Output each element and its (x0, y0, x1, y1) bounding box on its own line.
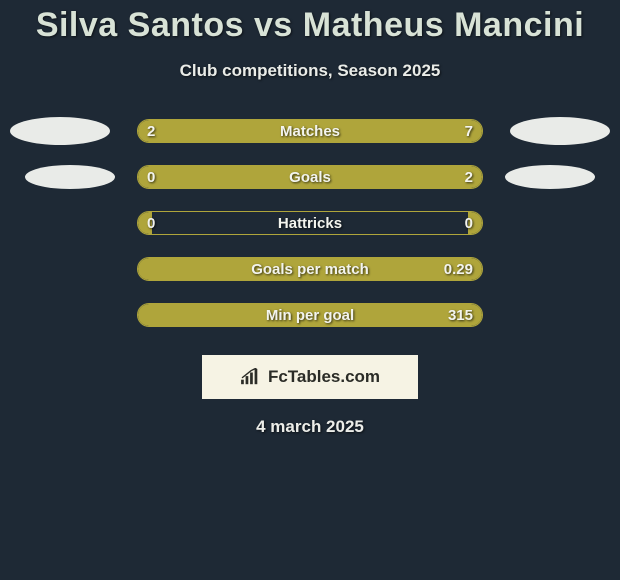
bar-track (137, 303, 483, 327)
team-badge-right (510, 117, 610, 145)
team-badge-left (10, 117, 110, 145)
stat-row: 0 Goals 2 (0, 165, 620, 189)
bar-track (137, 211, 483, 235)
bar-track (137, 257, 483, 281)
stat-value-right: 0.29 (444, 257, 473, 281)
date-label: 4 march 2025 (0, 417, 620, 437)
player-right-name: Matheus Mancini (303, 6, 584, 44)
stat-value-left: 0 (147, 211, 155, 235)
stat-row: Goals per match 0.29 (0, 257, 620, 281)
source-logo: FcTables.com (202, 355, 418, 399)
subtitle: Club competitions, Season 2025 (0, 61, 620, 81)
bar-track (137, 165, 483, 189)
stat-value-right: 315 (448, 303, 473, 327)
bar-fill-left (138, 258, 152, 280)
bar-fill-right (152, 304, 482, 326)
comparison-widget: Silva Santos vs Matheus Mancini Club com… (0, 0, 620, 437)
team-badge-left (25, 165, 115, 189)
team-badge-right (505, 165, 595, 189)
stat-row: Min per goal 315 (0, 303, 620, 327)
player-left-name: Silva Santos (36, 6, 244, 44)
stat-rows: 2 Matches 7 0 Goals 2 0 Hattricks 0 (0, 119, 620, 327)
bar-track (137, 119, 483, 143)
stat-row: 0 Hattricks 0 (0, 211, 620, 235)
stat-value-left: 2 (147, 119, 155, 143)
bar-fill-right (152, 258, 482, 280)
vs-label: vs (254, 6, 293, 44)
barchart-icon (240, 368, 262, 386)
bar-fill-left (138, 304, 152, 326)
page-title: Silva Santos vs Matheus Mancini (0, 6, 620, 45)
stat-value-left: 0 (147, 165, 155, 189)
stat-value-right: 2 (465, 165, 473, 189)
stat-row: 2 Matches 7 (0, 119, 620, 143)
bar-fill-right (214, 120, 482, 142)
logo-text: FcTables.com (268, 367, 380, 387)
bar-fill-right (152, 166, 482, 188)
stat-value-right: 7 (465, 119, 473, 143)
stat-value-right: 0 (465, 211, 473, 235)
